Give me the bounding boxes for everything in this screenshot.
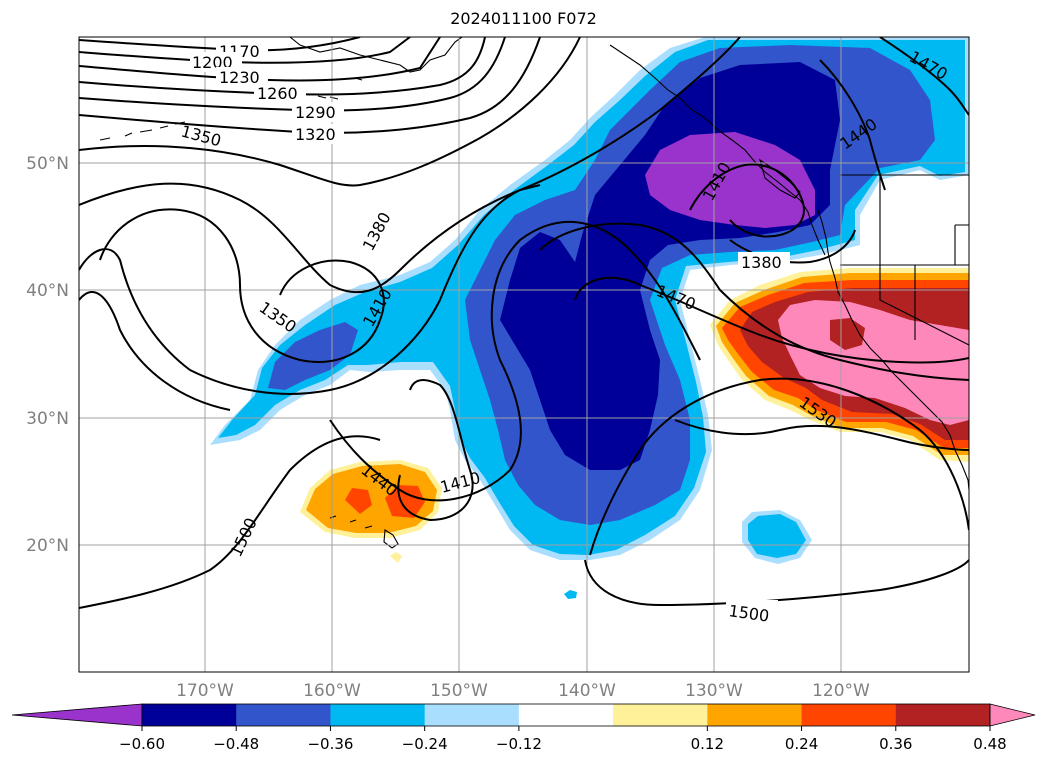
southeast-alaska-coast — [609, 44, 826, 256]
alaska-coast — [289, 37, 463, 73]
colorbar-segment — [424, 704, 520, 726]
contour-label: 1230 — [219, 68, 260, 87]
contour-1350-north — [79, 37, 581, 187]
lon-label-150w: 150°W — [430, 681, 488, 701]
colorbar-tick-label: −0.48 — [213, 735, 259, 753]
colorbar-tick-label: 0.24 — [785, 735, 818, 753]
colorbar-tick-label: −0.24 — [402, 735, 448, 753]
colorbar-segment — [613, 704, 708, 726]
anomaly-region-purple — [645, 132, 815, 228]
colorbar-segment — [801, 704, 897, 726]
contour-label-bg — [216, 67, 268, 87]
contour-label-group: 1230 — [216, 67, 268, 87]
anomaly-region-red-hawaii — [345, 488, 372, 514]
contour-1500-east — [589, 377, 969, 556]
lat-label-50n: 50°N — [26, 154, 69, 174]
colorbar-tick-label: 0.36 — [879, 735, 912, 753]
contour-label-bg — [292, 102, 344, 122]
contour-1440-hawaii-loop — [397, 379, 474, 522]
colorbar-tick-label: 0.12 — [691, 735, 724, 753]
latitude-labels: 50°N 40°N 30°N 20°N — [26, 154, 69, 556]
anomaly-region-yellow-dot — [390, 552, 402, 563]
contour-1260 — [79, 37, 486, 96]
contour-label: 1320 — [295, 125, 336, 144]
contour-label-group: 1260 — [254, 83, 306, 103]
colorbar: −0.60 −0.48 −0.36 −0.24 −0.12 0.12 0.24 0.36 0.4… — [11, 703, 1036, 753]
contour-label-group: 1380 — [738, 252, 790, 272]
colorbar-tick-label: −0.12 — [496, 735, 542, 753]
colorbar-segment — [236, 704, 331, 726]
state-borders — [840, 175, 969, 346]
contour-label: 1380 — [741, 253, 782, 272]
colorbar-tick-label: −0.60 — [119, 735, 165, 753]
colorbar-segment — [895, 704, 991, 726]
colorbar-extend-low — [11, 703, 143, 727]
contour-1440-east — [539, 222, 969, 381]
colorbar-segment — [142, 704, 237, 726]
lat-label-40n: 40°N — [26, 281, 69, 301]
contour-1410-trough — [79, 184, 541, 395]
anomaly-region-pink-ca — [778, 300, 969, 425]
contour-1380-ridge — [79, 37, 741, 294]
anomaly-fill-layer — [210, 37, 969, 599]
contour-1500-west — [79, 435, 381, 609]
contour-1470 — [574, 276, 969, 364]
contour-label-bg — [738, 252, 790, 272]
anomaly-region-red-hawaii-2 — [385, 485, 425, 518]
contour-1530 — [674, 419, 969, 451]
washington-oregon-coast — [817, 209, 831, 263]
map-title: 2024011100 F072 — [450, 9, 597, 28]
contour-label-group: 1320 — [292, 124, 344, 144]
contour-1470-northeast — [879, 37, 969, 116]
map-frame — [78, 36, 970, 673]
lat-label-30n: 30°N — [26, 409, 69, 429]
colorbar-extend-high — [989, 703, 1036, 727]
anomaly-region-cyan-small-2 — [748, 514, 806, 558]
colorbar-segment — [707, 704, 803, 726]
contour-label-group: 1290 — [292, 102, 344, 122]
contour-label-bg — [726, 600, 778, 620]
contour-1410-inner — [689, 163, 805, 238]
lat-label-20n: 20°N — [26, 536, 69, 556]
longitude-labels: 170°W 160°W 150°W 140°W 130°W 120°W — [176, 681, 870, 701]
baja-california-coast — [949, 434, 969, 491]
contour-label-bg — [254, 83, 306, 103]
lon-label-140w: 140°W — [558, 681, 616, 701]
contour-1320 — [79, 37, 541, 134]
lon-label-120w: 120°W — [812, 681, 870, 701]
contour-1290 — [79, 37, 506, 112]
contour-1350-south — [99, 208, 385, 363]
contour-label-group: 1500 — [726, 600, 778, 626]
colorbar-tick-label: 0.48 — [973, 735, 1006, 753]
anomaly-region-medium-blue — [268, 322, 358, 390]
anomaly-region-firebrick-ca-inner — [830, 318, 865, 350]
colorbar-segment — [330, 704, 426, 726]
contour-1410-west — [79, 290, 231, 411]
anomaly-region-cyan-tiny — [564, 590, 577, 599]
lon-label-170w: 170°W — [176, 681, 234, 701]
lon-label-160w: 160°W — [303, 681, 361, 701]
contour-1440-northeast — [819, 59, 886, 191]
contour-1410-loop — [329, 220, 701, 502]
colorbar-outline — [141, 703, 991, 727]
colorbar-segment — [518, 704, 614, 726]
california-coast — [829, 261, 951, 436]
contour-label: 1290 — [295, 103, 336, 122]
height-contours — [79, 37, 969, 609]
colorbar-tick-label: −0.36 — [307, 735, 353, 753]
contour-1230 — [79, 37, 441, 82]
hawaii-islands — [329, 515, 399, 549]
contour-label: 1260 — [257, 84, 298, 103]
lon-label-130w: 130°W — [685, 681, 743, 701]
contour-1380-inner — [729, 229, 856, 264]
contour-label-bg — [292, 124, 344, 144]
